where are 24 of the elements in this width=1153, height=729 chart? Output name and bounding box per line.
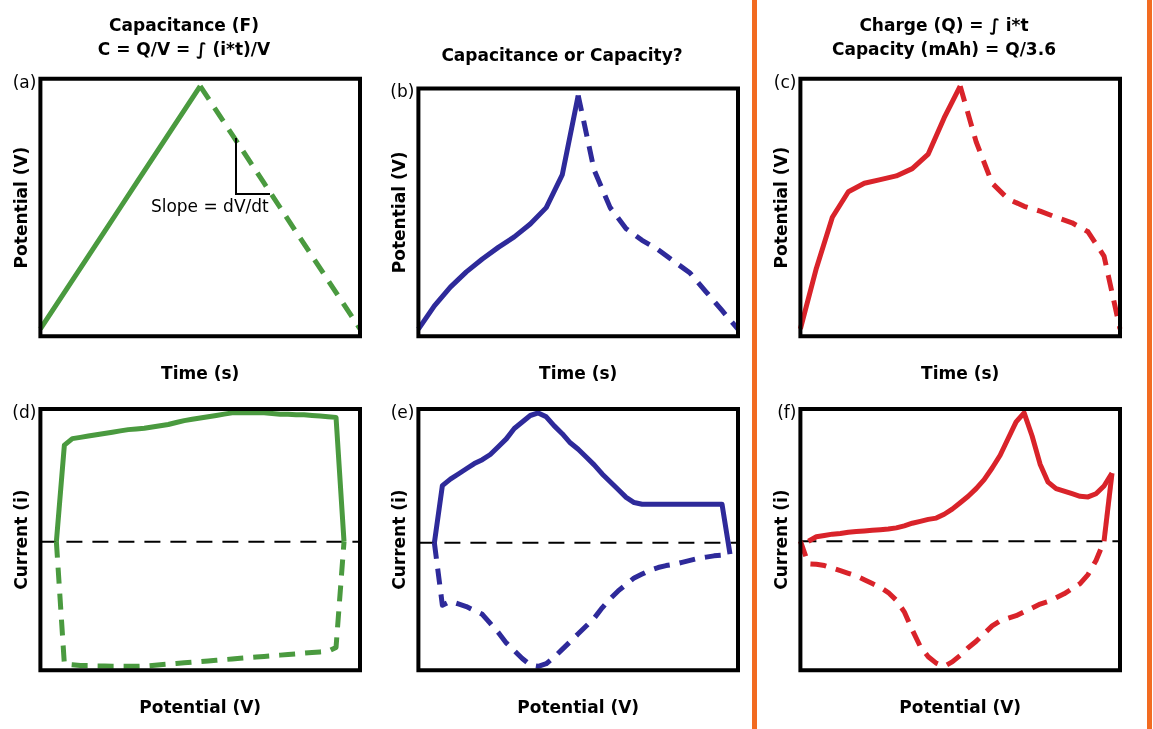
annotation: (a) (12, 71, 37, 92)
x-axis-title: Time (s) (161, 363, 240, 384)
text: (e) (390, 401, 415, 422)
annotation: Slope = dV/dt (150, 195, 270, 216)
annotation: (b) (390, 81, 415, 102)
annotation: (c) (773, 71, 797, 92)
chart-title: Capacitance (F) (109, 14, 259, 35)
y-axis-title: Potential (V) (388, 151, 409, 274)
x-axis-title: Time (s) (921, 363, 1000, 384)
chart-title: Capacitance or Capacity? (441, 44, 683, 65)
chart-title: Charge (Q) = ∫ i*t (859, 14, 1029, 35)
chart-subtitle: Capacity (mAh) = Q/3.6 (832, 39, 1056, 60)
x-axis-title: Potential (V) (899, 697, 1022, 718)
text: (d) (12, 401, 37, 422)
y-axis-title: Current (i) (388, 489, 409, 590)
y-axis-title: Potential (V) (10, 146, 31, 269)
x-axis-title: Potential (V) (139, 697, 262, 718)
x-axis-title: Time (s) (539, 363, 618, 384)
chart-subtitle: C = Q/V = ∫ (i*t)/V (97, 39, 272, 60)
text: (f) (777, 401, 797, 422)
y-axis-title: Potential (V) (770, 146, 791, 269)
y-axis-title: Current (i) (770, 489, 791, 590)
y-axis-title: Current (i) (10, 489, 31, 590)
x-axis-title: Potential (V) (517, 697, 640, 718)
